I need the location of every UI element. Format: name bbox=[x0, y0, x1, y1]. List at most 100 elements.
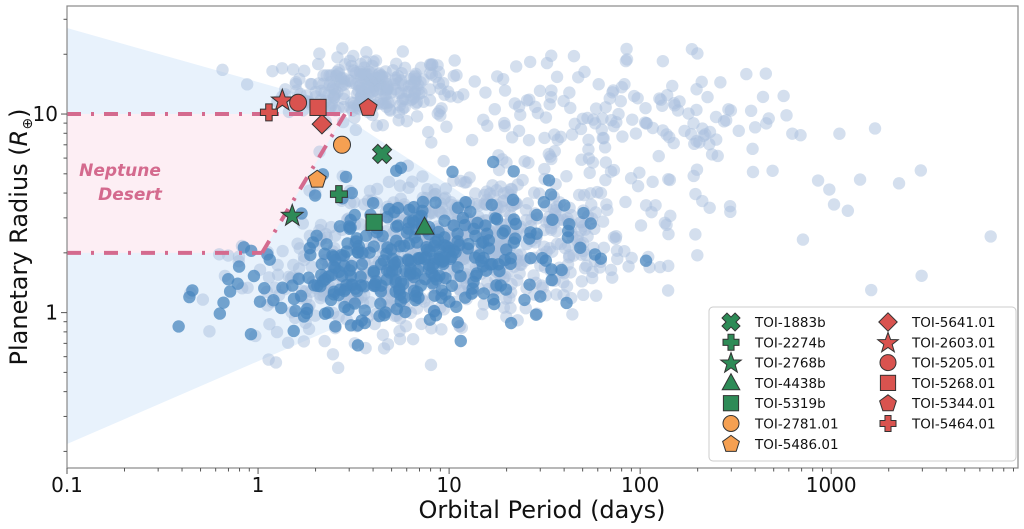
background-planet-point bbox=[600, 198, 613, 211]
background-planet-point bbox=[892, 177, 906, 190]
background-planet-point bbox=[276, 244, 289, 258]
background-planet-point bbox=[582, 152, 596, 165]
background-planet-point bbox=[391, 219, 405, 232]
background-planet-point bbox=[486, 179, 499, 192]
background-planet-point bbox=[545, 84, 558, 97]
planet-marker-toi-2781-01 bbox=[332, 135, 351, 154]
background-planet-point bbox=[462, 237, 475, 251]
background-planet-point bbox=[355, 258, 369, 271]
background-planet-point bbox=[276, 281, 289, 294]
background-planet-point bbox=[666, 79, 679, 93]
background-planet-point bbox=[476, 235, 490, 249]
background-planet-point bbox=[302, 322, 316, 336]
background-planet-point bbox=[509, 60, 523, 73]
background-planet-point bbox=[306, 236, 320, 249]
background-planet-point bbox=[315, 257, 329, 271]
background-planet-point bbox=[662, 227, 675, 241]
background-planet-point bbox=[796, 233, 810, 246]
legend-label: TOI-1883b bbox=[754, 315, 826, 331]
background-planet-point bbox=[375, 97, 389, 111]
background-planet-point bbox=[457, 88, 470, 101]
background-planet-point bbox=[237, 241, 251, 254]
background-planet-point bbox=[475, 254, 488, 268]
background-planet-point bbox=[380, 88, 393, 101]
background-planet-point bbox=[453, 238, 466, 252]
background-planet-point bbox=[305, 77, 318, 91]
planet-marker-toi-5486-01 bbox=[307, 169, 327, 188]
background-planet-point bbox=[270, 325, 284, 339]
circle-marker bbox=[332, 135, 351, 154]
background-planet-point bbox=[505, 131, 519, 144]
legend-entry: TOI-5268.01 bbox=[879, 374, 996, 392]
background-planet-point bbox=[723, 199, 737, 213]
y-tick-label: 1 bbox=[45, 301, 58, 325]
background-planet-point bbox=[561, 231, 575, 244]
y-tick-label: 10 bbox=[33, 102, 58, 126]
plot-frame bbox=[66, 5, 1019, 469]
plus-marker bbox=[329, 185, 348, 204]
x-axis: 0.1 1 10 100 1000 bbox=[51, 468, 1015, 497]
background-planet-point bbox=[397, 291, 411, 304]
background-planet-point bbox=[701, 90, 714, 104]
background-planet-point bbox=[419, 272, 432, 286]
background-planet-point bbox=[318, 307, 332, 320]
background-planet-point bbox=[508, 97, 522, 110]
background-planet-point bbox=[577, 206, 590, 220]
background-planet-point bbox=[439, 182, 453, 195]
background-planet-point bbox=[281, 336, 295, 349]
background-planet-point bbox=[537, 196, 551, 209]
y-axis-title: Planetary Radius (R⊕) bbox=[5, 109, 36, 366]
background-planet-point bbox=[253, 295, 267, 308]
background-planet-point bbox=[597, 241, 611, 255]
background-planet-point bbox=[652, 149, 665, 163]
background-planet-point bbox=[438, 214, 451, 227]
background-planet-point bbox=[634, 219, 648, 232]
legend-x-icon bbox=[721, 312, 741, 332]
background-planet-point bbox=[529, 308, 543, 321]
background-planet-point bbox=[518, 293, 531, 307]
background-planet-point bbox=[286, 279, 299, 292]
background-planet-point bbox=[582, 143, 595, 156]
background-planet-point bbox=[376, 328, 390, 342]
background-planet-point bbox=[533, 84, 547, 98]
background-planet-point bbox=[689, 228, 702, 241]
background-planet-point bbox=[311, 57, 325, 71]
background-planet-point bbox=[538, 162, 551, 176]
background-planet-point bbox=[222, 273, 235, 286]
background-planet-point bbox=[433, 104, 446, 118]
background-planet-point bbox=[794, 129, 807, 142]
background-planet-point bbox=[326, 81, 339, 95]
background-planet-point bbox=[616, 130, 629, 143]
square-marker bbox=[309, 98, 327, 116]
background-planet-point bbox=[578, 65, 591, 79]
background-planet-point bbox=[390, 302, 404, 316]
background-planet-point bbox=[766, 164, 779, 177]
background-planet-point bbox=[811, 174, 825, 187]
background-planet-point bbox=[746, 165, 760, 179]
background-planet-point bbox=[504, 316, 518, 330]
background-planet-point bbox=[183, 290, 196, 304]
background-planet-point bbox=[263, 253, 276, 266]
background-planet-point bbox=[399, 319, 413, 333]
background-planet-point bbox=[369, 54, 383, 67]
background-planet-point bbox=[662, 172, 675, 186]
background-planet-point bbox=[691, 47, 704, 60]
background-planet-point bbox=[404, 255, 418, 268]
background-planet-point bbox=[297, 310, 311, 323]
background-planet-point bbox=[539, 111, 553, 124]
background-planet-point bbox=[344, 221, 357, 234]
x-marker bbox=[371, 143, 393, 165]
background-planet-point bbox=[410, 95, 424, 109]
background-planet-point bbox=[319, 273, 332, 286]
background-planet-point bbox=[719, 114, 733, 127]
y-axis-title-symbol: R bbox=[5, 130, 33, 147]
background-planet-point bbox=[609, 232, 622, 245]
background-planet-point bbox=[545, 49, 558, 62]
background-planet-point bbox=[596, 131, 609, 145]
background-planet-point bbox=[631, 179, 645, 193]
background-planet-point bbox=[370, 182, 384, 196]
background-planet-point bbox=[550, 70, 564, 84]
background-planet-point bbox=[223, 285, 237, 298]
background-planet-point bbox=[497, 116, 511, 130]
background-planet-point bbox=[607, 119, 620, 133]
